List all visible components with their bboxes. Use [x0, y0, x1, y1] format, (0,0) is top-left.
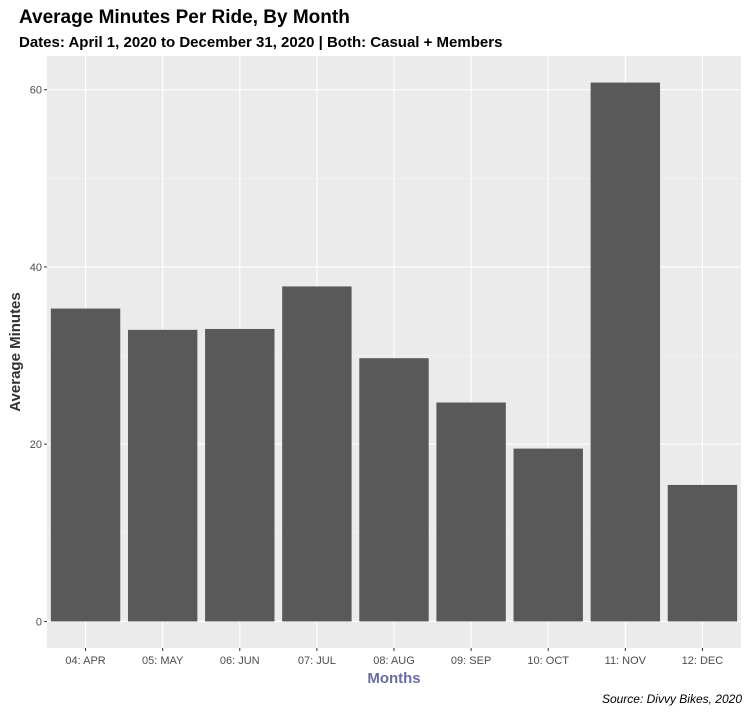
chart-subtitle: Dates: April 1, 2020 to December 31, 202… [19, 34, 502, 51]
bar [590, 82, 661, 622]
x-tick-label: 04: APR [65, 655, 105, 667]
bar [282, 286, 352, 622]
x-tick-label: 12: DEC [682, 655, 724, 667]
bar [667, 484, 738, 622]
x-axis: 04: APR 05: MAY 06: JUN 07: JUL 08: AUG 09: S… [65, 648, 723, 667]
x-tick-label: 05: MAY [142, 655, 184, 667]
chart-title: Average Minutes Per Ride, By Month [19, 7, 350, 28]
bar [436, 402, 506, 622]
bars [50, 82, 738, 622]
x-tick-label: 09: SEP [451, 655, 491, 667]
x-axis-title: Months [367, 670, 420, 687]
bar [205, 328, 275, 622]
y-tick-label: 20 [30, 439, 42, 451]
x-tick-label: 06: JUN [220, 655, 260, 667]
y-tick-label: 0 [36, 616, 42, 628]
bar [50, 308, 121, 622]
x-tick-label: 10: OCT [527, 655, 569, 667]
bar [359, 358, 429, 622]
bar [513, 448, 583, 622]
x-tick-label: 11: NOV [605, 655, 647, 667]
y-axis-title: Average Minutes [7, 292, 24, 411]
y-tick-label: 60 [30, 85, 42, 97]
y-tick-label: 40 [30, 262, 42, 274]
chart-caption: Source: Divvy Bikes, 2020 [602, 692, 742, 706]
x-tick-label: 07: JUL [298, 655, 336, 667]
x-tick-label: 08: AUG [373, 655, 415, 667]
bar [127, 329, 198, 622]
y-axis: 0 20 40 60 [30, 85, 47, 628]
